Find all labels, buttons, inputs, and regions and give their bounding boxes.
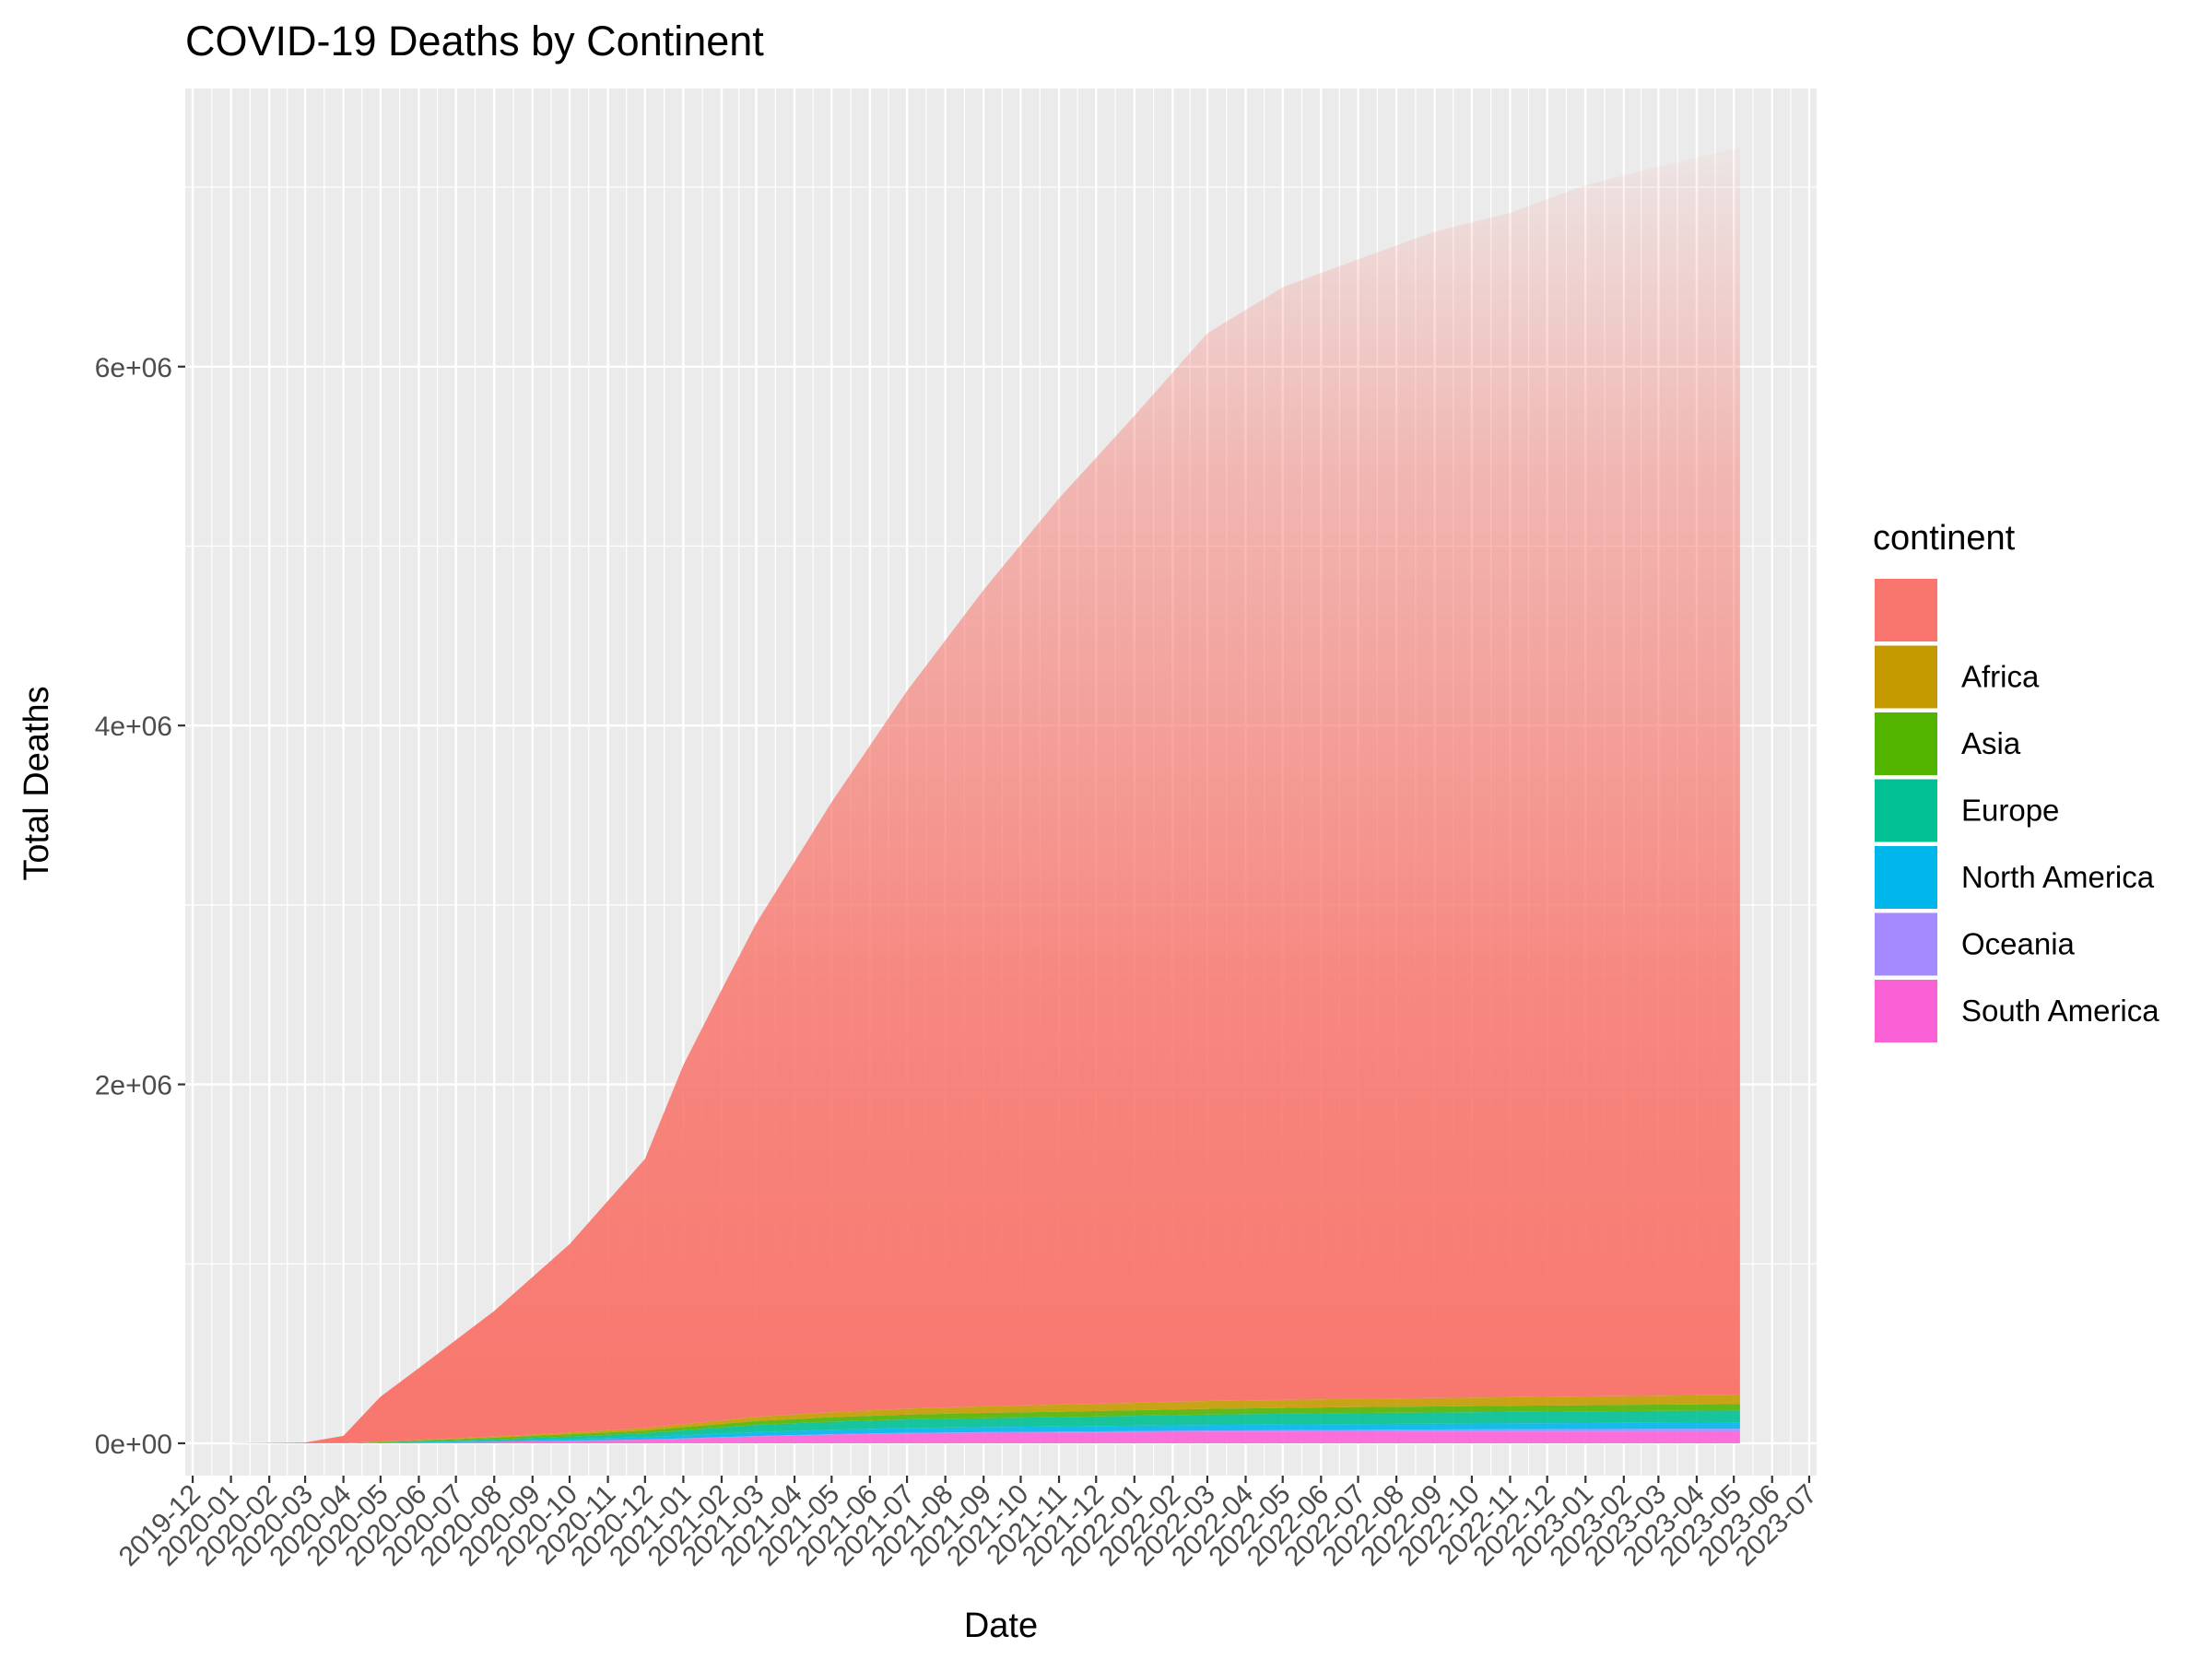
legend-label: South America: [1961, 994, 2159, 1028]
y-tick-label: 2e+06: [95, 1071, 172, 1101]
area-series-oceania: [230, 1429, 1740, 1443]
y-axis: 0e+00 2e+06 4e+06 6e+06: [95, 353, 185, 1460]
legend-label: North America: [1961, 860, 2155, 894]
legend-swatch: [1875, 980, 1937, 1042]
legend-label: Oceania: [1961, 927, 2076, 961]
legend-entries: Africa Asia Europe North America Oceania Sout…: [1875, 579, 2159, 1042]
y-tick-label: 6e+06: [95, 353, 172, 383]
y-axis-title: Total Deaths: [18, 686, 56, 880]
area-series-africa: [230, 1394, 1740, 1443]
legend-title: continent: [1873, 519, 2016, 558]
stacked-areas: [230, 147, 1740, 1443]
y-tick-label: 4e+06: [95, 712, 172, 742]
area-series-south-america: [230, 1431, 1740, 1443]
y-tick-label: 0e+00: [95, 1430, 172, 1460]
area-series-europe: [230, 1410, 1740, 1443]
legend-swatch: [1875, 779, 1937, 842]
x-axis-title: Date: [964, 1606, 1038, 1645]
area-series-unlabeled: [230, 147, 1740, 1443]
legend-swatch: [1875, 912, 1937, 976]
legend-swatch: [1875, 846, 1937, 909]
legend: continent Africa Asia Europe North America O…: [1873, 519, 2159, 1042]
x-axis: 2019-122020-012020-022020-032020-042020-…: [113, 1476, 1823, 1572]
legend-label: Asia: [1961, 726, 2021, 760]
legend-swatch: [1875, 645, 1937, 709]
area-series-north-america: [230, 1422, 1740, 1443]
chart-title: COVID-19 Deaths by Continent: [185, 18, 764, 65]
legend-swatch: [1875, 579, 1937, 641]
legend-label: Africa: [1961, 660, 2040, 694]
legend-swatch: [1875, 712, 1937, 775]
legend-label: Europe: [1961, 794, 2059, 828]
area-series-asia: [230, 1404, 1740, 1443]
